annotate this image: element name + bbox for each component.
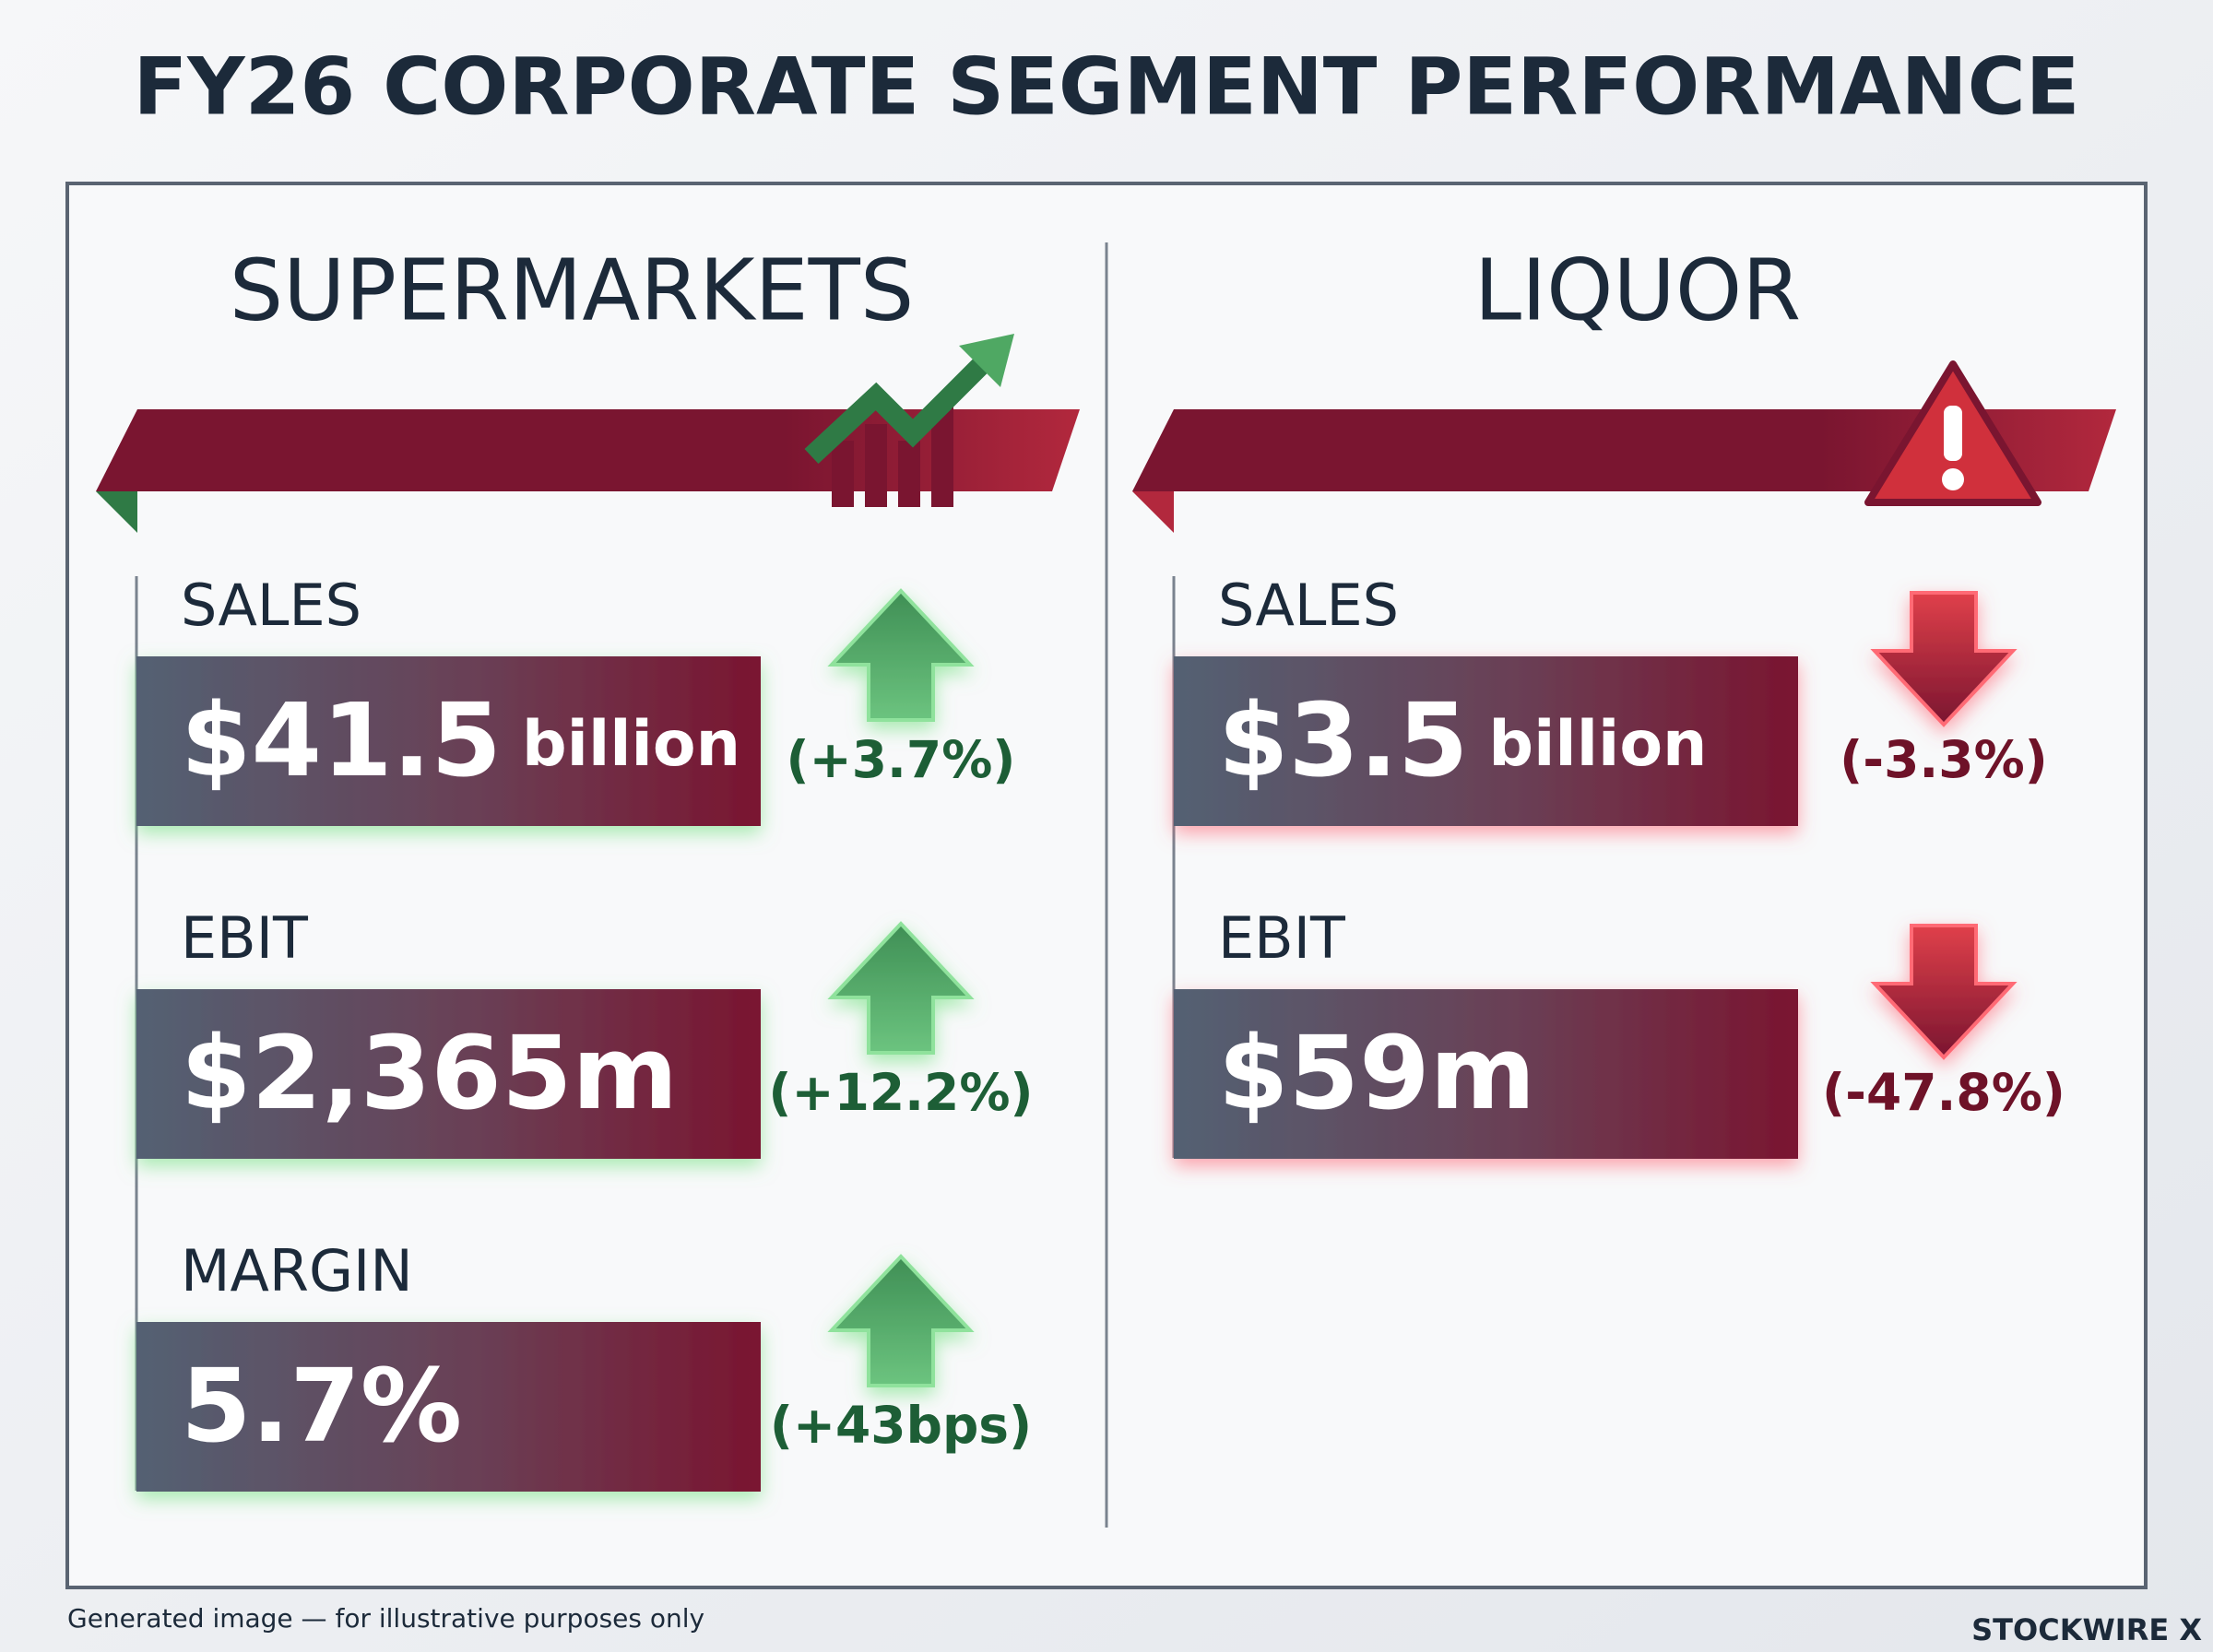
- unit: billion: [1488, 708, 1707, 781]
- metric-value: $59m: [1218, 1014, 1535, 1132]
- metric-value: $41.5 billion: [181, 681, 740, 799]
- title: FY26 CORPORATE SEGMENT PERFORMANCE: [134, 41, 2080, 133]
- segment-title: SUPERMARKETS: [230, 241, 915, 339]
- value-box: [136, 1322, 761, 1492]
- trend-arrow: [827, 921, 975, 1055]
- warning-icon: [1864, 360, 2041, 506]
- value: $3.5: [1218, 681, 1468, 799]
- metric-value: $2,365m: [181, 1014, 678, 1132]
- metric-label: MARGIN: [181, 1237, 413, 1304]
- value-box: [136, 989, 761, 1159]
- metric-value: $3.5 billion: [1218, 681, 1707, 799]
- metric-change: (+12.2%): [768, 1063, 1033, 1122]
- ribbon: [1132, 409, 2116, 491]
- metric-label: SALES: [1218, 572, 1399, 639]
- metric-label: EBIT: [181, 904, 309, 972]
- trend-arrow: [827, 1254, 975, 1387]
- value-box: [1174, 989, 1798, 1159]
- ribbon-fold: [1132, 491, 1174, 533]
- metric-change: (-47.8%): [1822, 1063, 2065, 1122]
- metric-label: SALES: [181, 572, 361, 639]
- metric-change: (-3.3%): [1840, 730, 2048, 789]
- unit: billion: [522, 708, 740, 781]
- growth-icon: [804, 334, 1014, 507]
- metric-value: 5.7%: [181, 1347, 462, 1465]
- footnote: Generated image — for illustrative purpo…: [67, 1603, 704, 1634]
- brand: STOCKWIRE X: [1971, 1612, 2202, 1647]
- ribbon-fold: [96, 491, 137, 533]
- segment-title: LIQUOR: [1474, 241, 1801, 339]
- value: 5.7%: [181, 1347, 462, 1465]
- value: $2,365m: [181, 1014, 678, 1132]
- metric-change: (+3.7%): [787, 730, 1016, 789]
- value-box: [1174, 656, 1798, 826]
- value-box: [136, 656, 761, 826]
- trend-arrow: [1870, 924, 2018, 1060]
- trend-arrow: [1870, 591, 2018, 727]
- metric-label: EBIT: [1218, 904, 1346, 972]
- value: $59m: [1218, 1014, 1535, 1132]
- trend-arrow: [827, 588, 975, 722]
- metric-change: (+43bps): [770, 1396, 1032, 1455]
- value: $41.5: [181, 681, 502, 799]
